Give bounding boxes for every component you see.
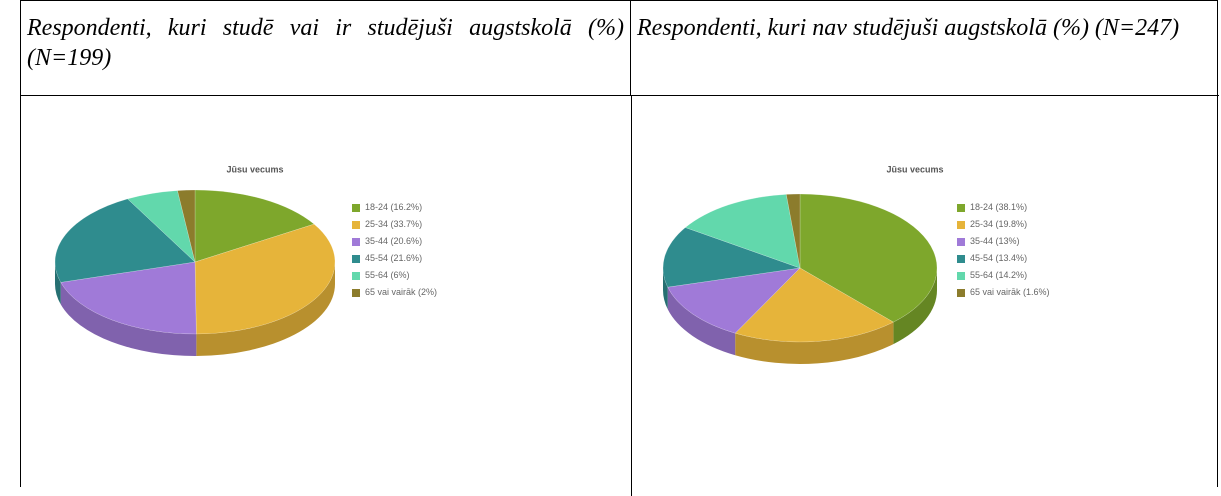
legend-swatch xyxy=(957,204,965,212)
pie-slice xyxy=(662,227,801,288)
legend-category: 25-34 xyxy=(970,219,993,229)
legend-category: 55-64 xyxy=(365,270,388,280)
legend-swatch xyxy=(352,255,360,263)
slice-side xyxy=(60,282,197,356)
header-cell: Respondenti, kuri studē vai ir studējuši… xyxy=(21,1,631,96)
legend-category: 45-54 xyxy=(365,253,388,263)
legend-value: (14.2%) xyxy=(996,270,1028,280)
pie-slice xyxy=(54,198,196,283)
legend-label: 25-34 (19.8%) xyxy=(970,219,1027,229)
chart-title: Jūsu vecums xyxy=(226,164,283,174)
legend-category: 35-44 xyxy=(365,236,388,246)
legend-swatch xyxy=(957,255,965,263)
legend-value: (2%) xyxy=(418,287,437,297)
legend-swatch xyxy=(957,238,965,246)
pie-slice xyxy=(127,190,196,263)
legend-label: 65 vai vairāk (2%) xyxy=(365,287,437,297)
slice-side xyxy=(735,322,894,365)
pie-slice xyxy=(194,223,336,335)
legend-category: 35-44 xyxy=(970,236,993,246)
legend-swatch xyxy=(957,272,965,280)
slice-side xyxy=(196,262,335,356)
legend-category: 18-24 xyxy=(365,202,388,212)
legend-category: 45-54 xyxy=(970,253,993,263)
slice-side xyxy=(667,287,736,356)
legend-label: 55-64 (6%) xyxy=(365,270,410,280)
pie-slice xyxy=(684,194,801,269)
legend-value: (13.4%) xyxy=(996,253,1028,263)
pie-slice xyxy=(785,193,801,269)
slice-side xyxy=(893,268,937,345)
legend-category: 25-34 xyxy=(365,219,388,229)
legend-swatch xyxy=(352,221,360,229)
slice-side xyxy=(55,262,61,305)
pie-slice xyxy=(799,193,938,323)
legend-label: 45-54 (13.4%) xyxy=(970,253,1027,263)
column-divider xyxy=(631,96,632,496)
legend-swatch xyxy=(957,289,965,297)
legend-label: 45-54 (21.6%) xyxy=(365,253,422,263)
legend-category: 18-24 xyxy=(970,202,993,212)
legend-label: 18-24 (16.2%) xyxy=(365,202,422,212)
legend-value: (21.6%) xyxy=(391,253,423,263)
pie-slice xyxy=(194,189,315,263)
slice-side xyxy=(663,268,668,310)
legend-value: (20.6%) xyxy=(391,236,423,246)
legend-value: (13%) xyxy=(996,236,1020,246)
legend-category: 65 vai vairāk xyxy=(365,287,416,297)
legend-value: (6%) xyxy=(391,270,410,280)
pie-slice xyxy=(60,261,197,335)
legend-category: 55-64 xyxy=(970,270,993,280)
legend-value: (1.6%) xyxy=(1023,287,1050,297)
legend-swatch xyxy=(352,289,360,297)
legend-swatch xyxy=(352,204,360,212)
legend-value: (33.7%) xyxy=(391,219,423,229)
header-cell: Respondenti, kuri nav studējuši augstsko… xyxy=(631,1,1219,96)
chart-title: Jūsu vecums xyxy=(886,164,943,174)
legend-label: 18-24 (38.1%) xyxy=(970,202,1027,212)
legend-value: (38.1%) xyxy=(996,202,1028,212)
pie-slice xyxy=(667,267,801,334)
pie-slice xyxy=(177,189,196,263)
legend-label: 55-64 (14.2%) xyxy=(970,270,1027,280)
legend-category: 65 vai vairāk xyxy=(970,287,1021,297)
legend-swatch xyxy=(957,221,965,229)
table: Respondenti, kuri studē vai ir studējuši… xyxy=(20,0,1219,496)
legend-swatch xyxy=(352,238,360,246)
legend-swatch xyxy=(352,272,360,280)
legend-label: 65 vai vairāk (1.6%) xyxy=(970,287,1050,297)
legend-label: 35-44 (20.6%) xyxy=(365,236,422,246)
legend-label: 25-34 (33.7%) xyxy=(365,219,422,229)
legend-value: (19.8%) xyxy=(996,219,1028,229)
legend-value: (16.2%) xyxy=(391,202,423,212)
pie-slice xyxy=(734,267,894,343)
legend-label: 35-44 (13%) xyxy=(970,236,1020,246)
